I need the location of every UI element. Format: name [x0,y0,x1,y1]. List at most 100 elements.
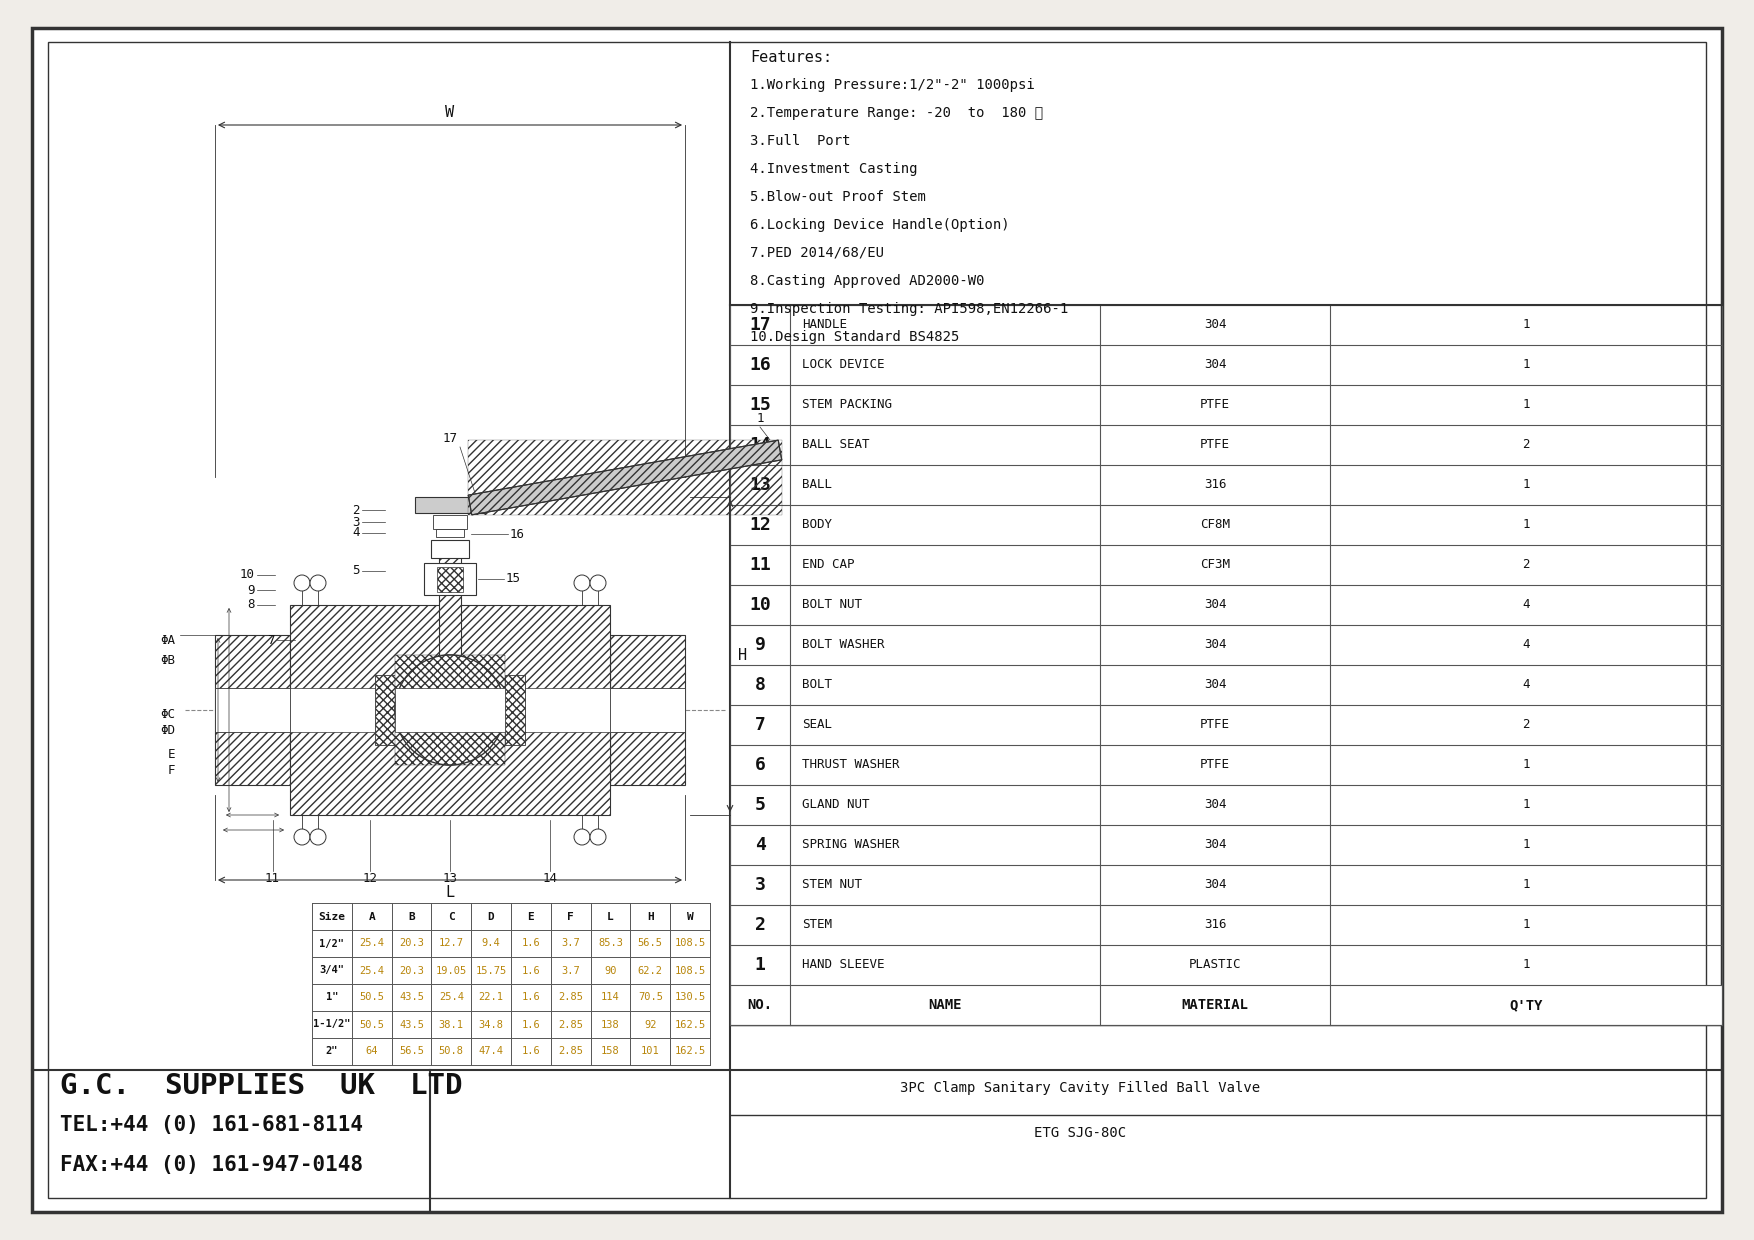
Text: 38.1: 38.1 [438,1019,463,1029]
Text: 1.6: 1.6 [521,1019,540,1029]
Text: W: W [688,911,693,921]
Text: 1.6: 1.6 [521,992,540,1002]
Text: 20.3: 20.3 [398,966,424,976]
Text: SPRING WASHER: SPRING WASHER [802,838,900,852]
Text: 1: 1 [1522,878,1529,892]
Text: 25.4: 25.4 [360,966,384,976]
Bar [216,635,289,785]
Text: 17: 17 [749,316,770,334]
Text: SEAL: SEAL [802,718,831,732]
Text: 64: 64 [365,1047,377,1056]
Text: W: W [446,105,454,120]
Text: 22.1: 22.1 [479,992,503,1002]
Text: BOLT: BOLT [802,678,831,692]
Text: CF8M: CF8M [1200,518,1230,532]
Text: 3.7: 3.7 [561,966,581,976]
Text: 5: 5 [353,564,360,578]
Text: 130.5: 130.5 [675,992,705,1002]
Text: BOLT WASHER: BOLT WASHER [802,639,884,651]
Bar [468,440,782,515]
Text: 1: 1 [1522,358,1529,372]
Text: THRUST WASHER: THRUST WASHER [802,759,900,771]
Text: 12.7: 12.7 [438,939,463,949]
Bar [505,675,524,745]
Text: Size: Size [319,911,346,921]
Text: ΦA: ΦA [160,634,175,646]
Bar [438,546,461,663]
Bar [289,605,610,815]
Text: 11: 11 [749,556,770,574]
Text: 90: 90 [603,966,617,976]
Bar [424,563,475,595]
Text: 50.5: 50.5 [360,992,384,1002]
Text: 2.85: 2.85 [558,1019,582,1029]
Text: 92: 92 [644,1019,656,1029]
Text: ΦC: ΦC [160,708,175,722]
Text: 1: 1 [1522,319,1529,331]
Text: BODY: BODY [802,518,831,532]
Text: FAX:+44 (0) 161-947-0148: FAX:+44 (0) 161-947-0148 [60,1154,363,1176]
Text: PLASTIC: PLASTIC [1189,959,1242,971]
Text: 12: 12 [749,516,770,534]
Text: 56.5: 56.5 [638,939,663,949]
Bar [416,497,486,513]
Text: 2: 2 [353,503,360,517]
Circle shape [395,655,505,765]
Text: 1": 1" [326,992,339,1002]
Text: 8: 8 [247,599,254,611]
Text: 85.3: 85.3 [598,939,623,949]
Text: 25.4: 25.4 [360,939,384,949]
Text: 15: 15 [749,396,770,414]
Text: F: F [567,911,574,921]
Text: 2: 2 [754,916,765,934]
Text: ETG SJG-80C: ETG SJG-80C [1033,1126,1126,1140]
Text: 114: 114 [602,992,619,1002]
Text: STEM PACKING: STEM PACKING [802,398,893,412]
Text: 316: 316 [1203,479,1226,491]
Text: 4: 4 [1522,678,1529,692]
Text: 19.05: 19.05 [435,966,467,976]
Text: STEM: STEM [802,919,831,931]
Text: 43.5: 43.5 [398,1019,424,1029]
Polygon shape [468,440,782,515]
Text: BALL: BALL [802,479,831,491]
Text: 304: 304 [1203,878,1226,892]
Text: 304: 304 [1203,639,1226,651]
Text: HAND SLEEVE: HAND SLEEVE [802,959,884,971]
Text: END CAP: END CAP [802,558,854,572]
Text: 2.85: 2.85 [558,1047,582,1056]
Text: ΦB: ΦB [160,653,175,667]
Text: 3: 3 [353,516,360,528]
Bar [375,675,395,745]
Text: E: E [167,749,175,761]
Text: LOCK DEVICE: LOCK DEVICE [802,358,884,372]
Text: 9: 9 [754,636,765,653]
Bar [610,688,686,732]
Text: L: L [607,911,614,921]
Text: 10: 10 [749,596,770,614]
Circle shape [589,830,605,844]
Text: 1: 1 [1522,799,1529,811]
Text: 2.Temperature Range: -20  to  180 ℃: 2.Temperature Range: -20 to 180 ℃ [751,105,1044,120]
Text: 9.4: 9.4 [482,939,500,949]
Text: 1: 1 [1522,759,1529,771]
Text: 2: 2 [1522,439,1529,451]
Text: 5.Blow-out Proof Stem: 5.Blow-out Proof Stem [751,190,926,205]
Text: PTFE: PTFE [1200,718,1230,732]
Text: 158: 158 [602,1047,619,1056]
Text: 14: 14 [542,872,558,885]
Text: BALL SEAT: BALL SEAT [802,439,870,451]
Circle shape [295,830,310,844]
Text: 101: 101 [640,1047,660,1056]
Text: 25.4: 25.4 [438,992,463,1002]
Bar [289,688,610,732]
Text: 16: 16 [749,356,770,374]
Text: L: L [446,885,454,900]
Text: 108.5: 108.5 [675,939,705,949]
Circle shape [310,830,326,844]
Text: G.C.  SUPPLIES  UK  LTD: G.C. SUPPLIES UK LTD [60,1073,463,1100]
Text: 13: 13 [442,872,458,885]
Text: 50.5: 50.5 [360,1019,384,1029]
Text: 162.5: 162.5 [675,1019,705,1029]
Text: 9.Inspection Testing: API598,EN12266-1: 9.Inspection Testing: API598,EN12266-1 [751,303,1068,316]
